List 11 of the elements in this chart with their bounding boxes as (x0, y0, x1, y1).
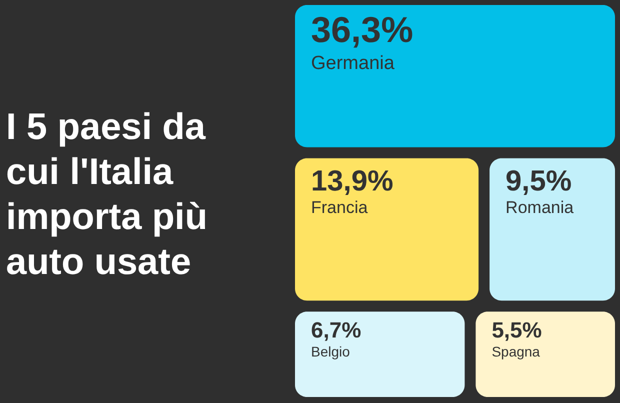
data-label: 5,5% (492, 318, 542, 343)
category-label: Spagna (492, 344, 540, 360)
text: I 5 paesi da cui l'Italia importa più auto usate (6, 106, 208, 282)
data-label: 6,7% (311, 318, 362, 343)
category-label: Romania (506, 198, 574, 217)
category-label: Germania (311, 52, 395, 74)
data-label: 9,5% (506, 165, 572, 198)
category-label: Francia (311, 198, 368, 217)
data-label: 13,9% (311, 165, 394, 198)
category-label: Belgio (311, 344, 350, 360)
data-label: 36,3% (311, 9, 414, 50)
